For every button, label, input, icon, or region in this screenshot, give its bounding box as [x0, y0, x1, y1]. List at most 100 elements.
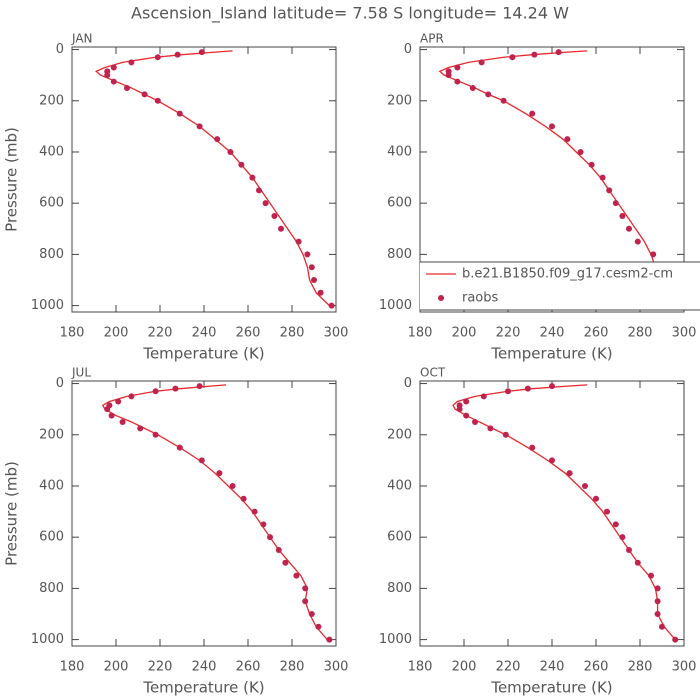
obs-point — [308, 264, 315, 271]
legend-label: raobs — [462, 291, 499, 306]
y-tick-label: 0 — [404, 376, 412, 391]
obs-point — [282, 559, 289, 566]
obs-point — [654, 585, 661, 592]
obs-point — [654, 610, 661, 617]
x-tick-label: 280 — [280, 660, 305, 675]
obs-point — [619, 212, 626, 219]
obs-point — [648, 572, 654, 579]
obs-point — [238, 161, 245, 168]
obs-point — [531, 51, 538, 58]
obs-point — [152, 388, 159, 395]
x-tick-label: 280 — [280, 326, 305, 341]
y-axis-label: Pressure (mb) — [3, 127, 21, 232]
y-tick-label: 1000 — [31, 632, 64, 647]
y-tick-label: 400 — [39, 478, 64, 493]
obs-point — [588, 161, 595, 168]
obs-point — [485, 91, 492, 98]
obs-point — [196, 123, 203, 130]
obs-point — [478, 59, 485, 66]
obs-point — [141, 91, 148, 98]
x-tick-label: 260 — [236, 660, 261, 675]
obs-point — [174, 51, 181, 58]
obs-point — [251, 508, 258, 515]
obs-point — [577, 148, 584, 155]
y-tick-label: 800 — [387, 581, 412, 596]
obs-point — [328, 302, 335, 309]
y-tick-label: 600 — [387, 196, 412, 211]
obs-point — [154, 54, 161, 61]
obs-point — [500, 97, 507, 104]
obs-point — [634, 559, 641, 566]
x-tick-label: 240 — [192, 326, 217, 341]
x-tick-label: 200 — [104, 660, 129, 675]
obs-point — [599, 174, 606, 181]
obs-point — [110, 64, 117, 71]
obs-point — [110, 78, 117, 85]
legend-swatch — [438, 295, 444, 301]
legend-box — [420, 262, 700, 310]
y-tick-label: 0 — [404, 42, 412, 57]
obs-point — [619, 534, 626, 541]
panel-title: OCT — [420, 366, 446, 380]
obs-point — [172, 385, 179, 392]
x-tick-label: 220 — [148, 326, 173, 341]
x-tick-label: 220 — [148, 660, 173, 675]
obs-point — [137, 425, 144, 432]
y-tick-label: 400 — [39, 144, 64, 159]
obs-point — [302, 585, 309, 592]
y-tick-label: 1000 — [379, 298, 412, 313]
y-tick-label: 600 — [39, 530, 64, 545]
obs-point — [308, 610, 315, 617]
obs-point — [240, 495, 247, 502]
x-tick-label: 300 — [324, 660, 349, 675]
obs-point — [549, 383, 555, 390]
y-tick-label: 800 — [39, 247, 64, 262]
obs-point — [311, 276, 317, 283]
model-line — [94, 50, 330, 307]
obs-point — [260, 521, 267, 528]
obs-point — [634, 238, 641, 245]
obs-point — [672, 636, 679, 643]
obs-point — [593, 495, 599, 502]
x-tick-label: 280 — [628, 326, 653, 341]
obs-point — [295, 238, 302, 245]
obs-point — [128, 59, 135, 66]
x-tick-label: 240 — [192, 660, 217, 675]
y-tick-label: 400 — [387, 478, 412, 493]
obs-point — [454, 64, 461, 71]
x-axis-label: Temperature (K) — [142, 345, 264, 363]
obs-point — [626, 225, 632, 232]
obs-point — [529, 110, 536, 117]
obs-point — [505, 388, 511, 395]
obs-point — [198, 457, 205, 464]
obs-point — [267, 534, 273, 541]
obs-point — [154, 97, 161, 104]
obs-point — [256, 187, 262, 194]
x-tick-label: 260 — [584, 660, 609, 675]
obs-point — [227, 148, 234, 155]
obs-point — [445, 72, 452, 79]
panel: JAN 180 200 220 240 260 280 300 0 200 400 600 800 100… — [3, 32, 349, 363]
obs-point — [152, 431, 159, 438]
obs-point — [176, 444, 183, 451]
y-tick-label: 0 — [56, 42, 64, 57]
y-axis-label: Pressure (mb) — [3, 461, 21, 566]
y-tick-label: 400 — [387, 144, 412, 159]
x-tick-label: 260 — [236, 326, 261, 341]
panel: JUL 180 200 220 240 260 280 300 0 200 400 600 800 100… — [3, 366, 349, 697]
plot-frame — [419, 380, 685, 647]
x-tick-label: 240 — [540, 660, 565, 675]
obs-point — [509, 54, 516, 61]
obs-point — [278, 225, 284, 232]
plot-frame — [71, 380, 337, 647]
obs-point — [564, 136, 571, 143]
obs-point — [249, 174, 256, 181]
x-tick-label: 200 — [104, 326, 129, 341]
obs-point — [275, 546, 282, 553]
obs-point — [487, 425, 494, 432]
obs-point — [654, 598, 661, 605]
x-tick-label: 220 — [496, 660, 521, 675]
x-tick-label: 220 — [496, 326, 521, 341]
